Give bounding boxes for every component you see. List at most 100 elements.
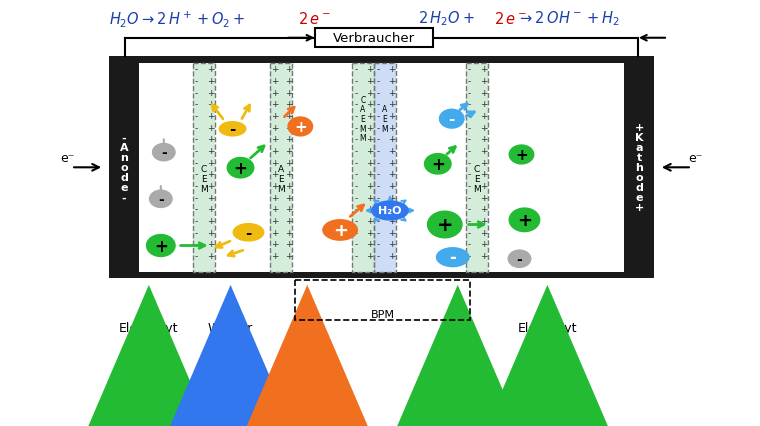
Text: +: + [207,89,214,98]
Text: +: + [388,100,396,109]
Circle shape [146,234,176,258]
Text: C
E
M: C E M [200,165,207,193]
Text: +: + [284,170,292,179]
Text: -: - [468,251,471,261]
Text: +: + [207,228,214,237]
Text: +: + [388,77,396,86]
Text: +: + [480,112,487,121]
Text: +: + [284,240,292,249]
Text: +: + [366,124,374,132]
Text: -: - [354,205,358,214]
Text: +: + [366,181,374,191]
Text: -: - [354,112,358,121]
Text: -: - [376,158,380,167]
Text: -: - [195,158,198,167]
Text: -: - [376,251,380,261]
Text: +: + [515,148,528,163]
Text: -: - [376,181,380,191]
Text: Wasser: Wasser [208,321,253,334]
Text: -: - [245,225,252,240]
Text: +: + [207,181,214,191]
Circle shape [287,117,313,137]
Text: -: - [354,251,358,261]
Text: $\rightarrow 2\,OH^- + H_2$: $\rightarrow 2\,OH^- + H_2$ [518,9,620,28]
Text: -: - [195,124,198,132]
Text: +: + [271,181,278,191]
Text: +: + [154,237,168,255]
Text: +: + [207,251,214,261]
Text: Säure: Säure [289,321,325,334]
Text: +: + [388,251,396,261]
Bar [466,63,488,272]
Text: +: + [388,240,396,249]
Text: -: - [158,193,163,206]
Text: -: - [354,100,358,109]
Text: +: + [388,89,396,98]
Text: +: + [271,147,278,156]
Text: +: + [271,193,278,202]
Text: +: + [284,216,292,226]
Text: -: - [468,65,471,74]
Text: -: - [354,65,358,74]
Text: -: - [195,65,198,74]
Text: -: - [468,181,471,191]
Text: BPM: BPM [371,310,395,320]
Text: -: - [468,112,471,121]
Text: +: + [366,216,374,226]
Text: +: + [294,120,307,135]
Text: $H_2O \rightarrow 2\,H^+ + O_2 + $: $H_2O \rightarrow 2\,H^+ + O_2 + $ [109,9,245,29]
Bar [139,63,624,272]
Text: +: + [480,193,487,202]
Text: +: + [388,205,396,214]
Text: -: - [468,77,471,86]
Ellipse shape [322,219,358,241]
Text: +: + [480,205,487,214]
Text: -: - [376,228,380,237]
Text: -: - [376,100,380,109]
Text: +: + [284,124,292,132]
Ellipse shape [233,223,264,242]
Text: +: + [207,240,214,249]
Text: +: + [366,158,374,167]
Text: +: + [436,216,453,234]
Text: +: + [366,135,374,144]
Text: e⁻: e⁻ [60,152,74,165]
Text: +: + [366,205,374,214]
Text: +: + [207,124,214,132]
Text: +: + [271,205,278,214]
Text: -: - [468,216,471,226]
Text: +: + [271,170,278,179]
Text: +: + [480,89,487,98]
Text: +: + [480,170,487,179]
Text: +: + [388,112,396,121]
Text: -: - [376,216,380,226]
Text: -: - [161,146,166,160]
Text: +: + [388,170,396,179]
Text: +: + [480,158,487,167]
Text: -: - [195,251,198,261]
Text: +: + [366,112,374,121]
Text: +: + [388,158,396,167]
Text: -: - [376,124,380,132]
Text: +: + [388,124,396,132]
Text: +: + [480,77,487,86]
Text: -: - [354,216,358,226]
Text: +: + [284,100,292,109]
Text: +: + [431,155,445,173]
Text: -: - [354,147,358,156]
Text: +: + [207,205,214,214]
Bar [374,63,396,272]
Text: -: - [230,122,236,137]
Text: +: + [480,135,487,144]
Text: +: + [480,240,487,249]
Text: +: + [366,89,374,98]
Text: +: + [271,240,278,249]
Circle shape [508,208,540,233]
Text: +: + [388,181,396,191]
Text: +: + [271,77,278,86]
Text: +: + [284,65,292,74]
Text: +: + [284,228,292,237]
Bar [352,63,374,272]
Text: C
A
E
M
M: C A E M M [359,95,366,143]
Text: +: + [388,65,396,74]
